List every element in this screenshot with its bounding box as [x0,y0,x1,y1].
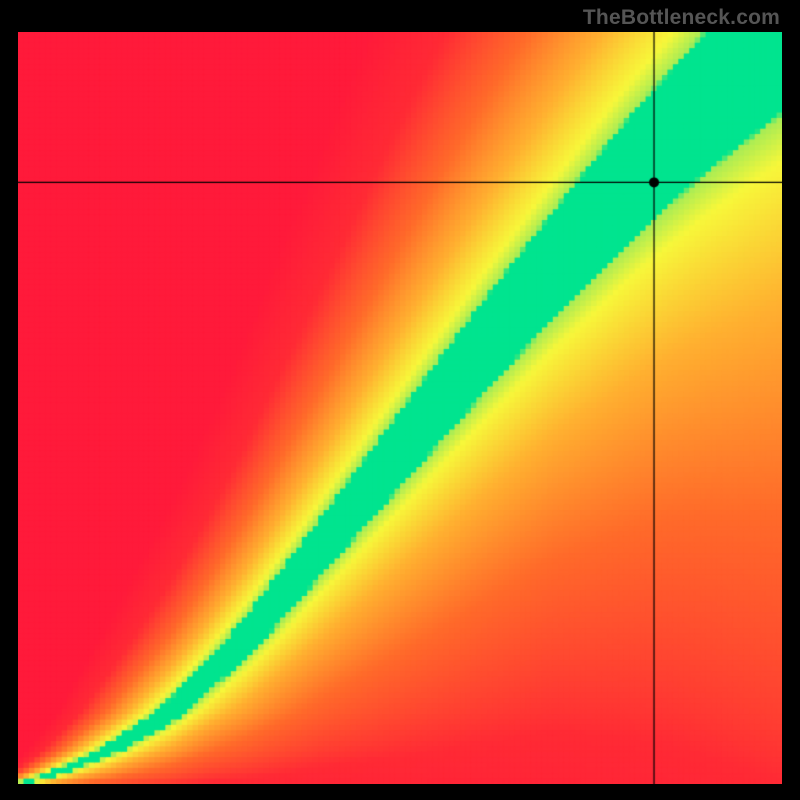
watermark-text: TheBottleneck.com [583,6,780,30]
heatmap-plot [18,32,782,784]
chart-container: TheBottleneck.com [0,0,800,800]
